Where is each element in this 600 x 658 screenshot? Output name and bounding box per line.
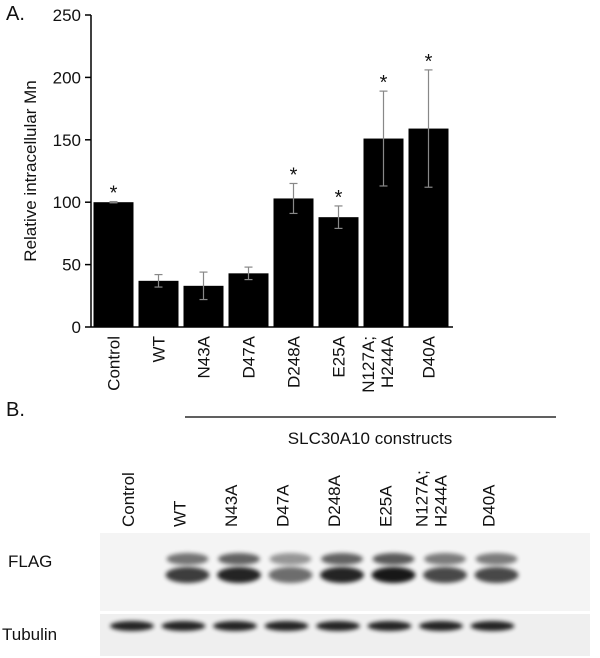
y-tick-label: 250: [53, 6, 81, 25]
x-tick-label: E25A: [330, 335, 349, 377]
y-tick-label: 150: [53, 131, 81, 150]
bar: [318, 217, 359, 327]
x-tick-label: N127A;H244A: [359, 335, 397, 392]
x-tick-label: Control: [105, 336, 124, 391]
band: [269, 553, 312, 565]
y-tick-label: 200: [53, 68, 81, 87]
significance-marker: *: [425, 51, 433, 73]
significance-marker: *: [110, 183, 118, 205]
bar: [228, 273, 269, 327]
y-tick-label: 100: [53, 193, 81, 212]
row-label: FLAG: [8, 552, 52, 571]
error-bar: [199, 271, 208, 301]
x-tick-label: D248A: [285, 335, 304, 388]
band: [423, 567, 467, 583]
x-tick-label: N43A: [195, 335, 214, 378]
blot-panel: [100, 614, 590, 656]
significance-marker: *: [380, 72, 388, 94]
error-bar: [424, 69, 433, 188]
error-bar: [244, 266, 253, 281]
error-bar: [109, 200, 118, 204]
bar: [93, 202, 134, 327]
band: [372, 553, 415, 565]
x-tick-label: D40A: [420, 335, 439, 378]
band: [424, 553, 466, 565]
y-tick-label: 0: [72, 318, 81, 337]
lane-label: D47A: [274, 484, 293, 527]
x-tick-label: WT: [150, 336, 169, 362]
row-label: Tubulin: [2, 625, 57, 644]
error-bar: [334, 205, 343, 230]
band: [213, 621, 257, 631]
band: [316, 621, 360, 631]
y-tick-label: 50: [62, 256, 81, 275]
band: [320, 567, 364, 583]
significance-marker: *: [290, 164, 298, 186]
lane-label: E25A: [377, 485, 396, 527]
band: [475, 553, 518, 565]
band: [161, 621, 206, 631]
lane-label: N43A: [222, 484, 241, 527]
band: [268, 567, 313, 583]
band: [474, 567, 519, 583]
lane-label: D248A: [325, 474, 344, 527]
lane-label: D40A: [480, 484, 499, 527]
band: [166, 553, 209, 565]
band: [217, 567, 261, 583]
band: [419, 621, 463, 631]
band: [371, 567, 416, 583]
band: [165, 567, 210, 583]
bar: [138, 280, 179, 327]
significance-marker: *: [335, 187, 343, 209]
bar: [273, 198, 314, 327]
lane-label: WT: [171, 501, 190, 527]
band: [470, 621, 515, 631]
band: [264, 621, 309, 631]
error-bar: [154, 273, 163, 288]
band: [367, 621, 412, 631]
panel-label: B.: [6, 399, 25, 421]
y-axis-label: Relative intracellular Mn: [21, 80, 40, 261]
error-bar: [379, 90, 388, 187]
x-tick-label: D47A: [240, 335, 259, 378]
lane-label: Control: [119, 472, 138, 527]
lane-label: N127A;H244A: [413, 470, 451, 527]
error-bar: [289, 182, 298, 215]
band: [321, 553, 363, 565]
band: [110, 621, 154, 631]
band: [218, 553, 260, 565]
panel-label: A.: [6, 3, 25, 25]
group-label: SLC30A10 constructs: [288, 429, 452, 448]
bands: [110, 553, 519, 631]
